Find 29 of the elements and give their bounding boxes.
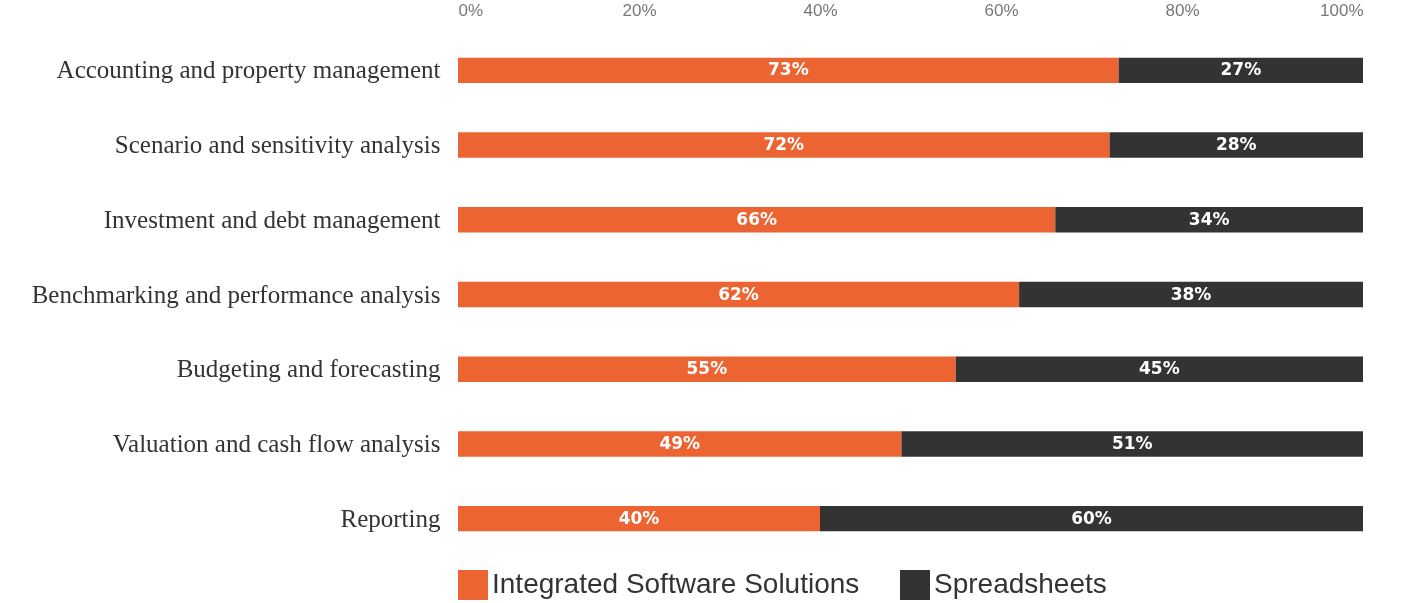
x-tick-label: 40% — [803, 0, 838, 20]
data-label: 49% — [659, 432, 701, 453]
data-label: 45% — [1139, 358, 1180, 379]
y-tick-label: Valuation and cash flow analysis — [112, 429, 441, 457]
data-label: 55% — [686, 358, 728, 379]
data-label: 28% — [1215, 134, 1257, 155]
data-label: 38% — [1170, 283, 1212, 304]
data-label: 51% — [1111, 432, 1153, 453]
y-tick-label: Accounting and property management — [56, 56, 441, 84]
y-tick-label: Budgeting and forecasting — [176, 355, 441, 383]
x-tick-label: 100% — [1320, 0, 1364, 20]
data-label: 66% — [736, 208, 777, 229]
data-label: 34% — [1188, 208, 1230, 229]
legend-label: Integrated Software Solutions — [492, 568, 860, 599]
x-tick-label: 0% — [458, 0, 484, 20]
data-label: 27% — [1220, 59, 1262, 80]
data-label: 60% — [1071, 507, 1112, 528]
y-tick-label: Reporting — [340, 504, 441, 532]
data-label: 72% — [763, 134, 805, 155]
y-tick-label: Benchmarking and performance analysis — [31, 280, 441, 308]
legend-label: Spreadsheets — [934, 568, 1107, 599]
data-label: 62% — [718, 283, 759, 304]
y-tick-label: Investment and debt management — [103, 205, 441, 233]
x-tick-label: 60% — [984, 0, 1019, 20]
data-label: 73% — [767, 59, 809, 80]
x-tick-label: 20% — [622, 0, 657, 20]
data-label: 40% — [618, 507, 660, 528]
x-tick-label: 80% — [1165, 0, 1200, 20]
y-tick-label: Scenario and sensitivity analysis — [114, 131, 441, 159]
